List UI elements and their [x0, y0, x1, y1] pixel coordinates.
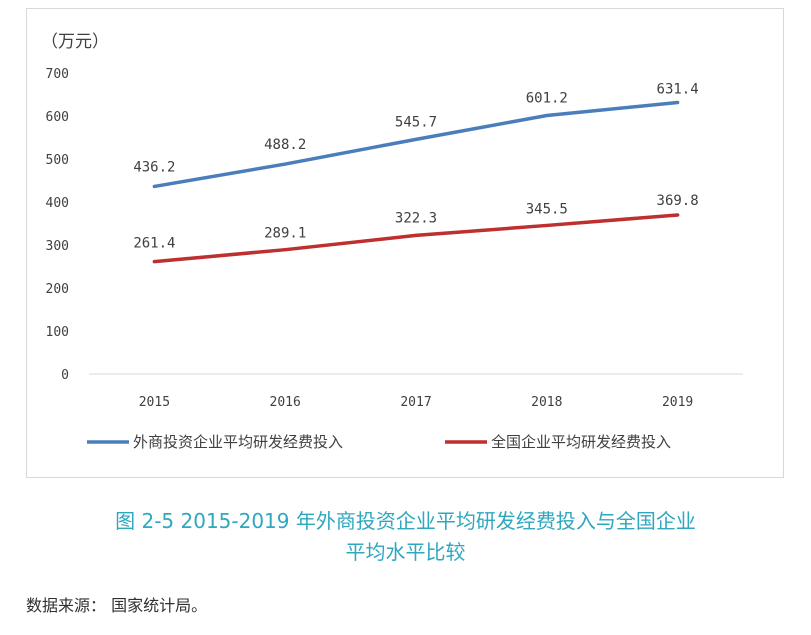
- data-label: 289.1: [264, 226, 306, 242]
- y-tick-label: 100: [46, 325, 69, 340]
- data-label: 488.2: [264, 137, 306, 153]
- data-label: 322.3: [395, 210, 437, 226]
- data-point: [676, 100, 680, 104]
- data-point: [152, 260, 156, 264]
- data-label: 369.8: [657, 193, 699, 209]
- data-label: 545.7: [395, 114, 437, 130]
- data-label: 345.5: [526, 201, 568, 217]
- x-tick-label: 2016: [270, 395, 301, 410]
- data-point: [676, 213, 680, 217]
- x-tick-label: 2019: [662, 395, 693, 410]
- data-label: 631.4: [657, 81, 699, 97]
- data-point: [545, 223, 549, 227]
- y-tick-label: 0: [61, 368, 69, 383]
- data-source-note: 数据来源： 国家统计局。: [26, 596, 208, 615]
- chart-frame: 0 100 200 300 400 500 600 700 2015 2016 2017 2018 20…: [26, 8, 784, 478]
- data-point: [414, 233, 418, 237]
- caption-line-2: 平均水平比较: [345, 540, 466, 564]
- data-point: [152, 184, 156, 188]
- caption-line-1: 图 2-5 2015-2019 年外商投资企业平均研发经费投入与全国企业: [115, 509, 696, 533]
- legend-label-2: 全国企业平均研发经费投入: [491, 433, 671, 451]
- data-point: [545, 113, 549, 117]
- x-tick-label: 2018: [531, 395, 562, 410]
- data-label: 261.4: [133, 236, 175, 252]
- y-tick-label: 700: [46, 67, 69, 82]
- data-point: [414, 137, 418, 141]
- x-tick-label: 2017: [400, 395, 431, 410]
- y-tick-label: 200: [46, 282, 69, 297]
- y-tick-label: 500: [46, 153, 69, 168]
- y-tick-label: 600: [46, 110, 69, 125]
- y-tick-label: 300: [46, 239, 69, 254]
- data-point: [283, 162, 287, 166]
- figure-caption: 图 2-5 2015-2019 年外商投资企业平均研发经费投入与全国企业 平均水…: [0, 506, 811, 568]
- y-axis-unit-label: （万元）: [41, 32, 109, 52]
- x-tick-label: 2015: [139, 395, 170, 410]
- y-tick-label: 400: [46, 196, 69, 211]
- data-label: 601.2: [526, 90, 568, 106]
- line-chart: 0 100 200 300 400 500 600 700 2015 2016 2017 2018 20…: [46, 67, 743, 451]
- data-point: [283, 248, 287, 252]
- data-label: 436.2: [133, 159, 175, 175]
- legend-label-1: 外商投资企业平均研发经费投入: [133, 433, 343, 451]
